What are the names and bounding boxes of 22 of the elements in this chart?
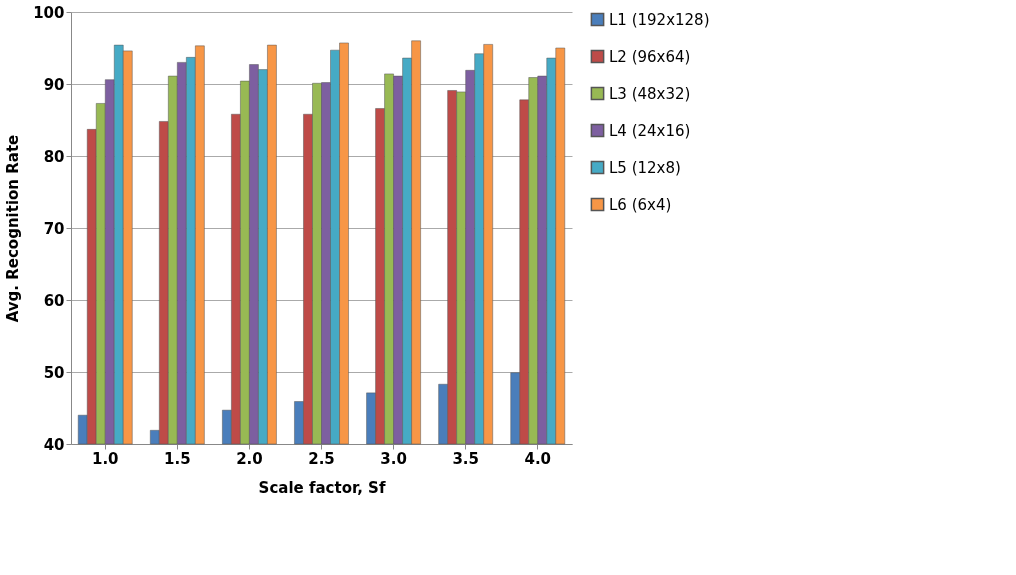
- y-tick-label: 50: [43, 363, 65, 382]
- y-tick-label: 90: [43, 75, 65, 94]
- legend-label: L3 (48x32): [609, 84, 691, 103]
- x-tick-label: 1.0: [91, 449, 119, 468]
- legend-label: L5 (12x8): [609, 158, 681, 177]
- x-tick-label: 3.5: [452, 449, 479, 468]
- legend-label: L6 (6x4): [609, 195, 672, 214]
- x-tick-label: 2.0: [236, 449, 263, 468]
- y-tick-label: 40: [43, 435, 65, 454]
- x-tick-label: 1.5: [164, 449, 191, 468]
- legend-label: L1 (192x128): [609, 10, 710, 29]
- legend-label: L2 (96x64): [609, 47, 691, 66]
- y-tick-label: 80: [43, 147, 65, 166]
- y-tick-label: 100: [33, 3, 65, 22]
- y-axis-title: Avg. Recognition Rate: [4, 134, 23, 323]
- y-tick-label: 60: [43, 291, 65, 310]
- x-tick-label: 2.5: [308, 449, 335, 468]
- x-tick-label: 3.0: [380, 449, 407, 468]
- x-axis-title: Scale factor, Sf: [258, 478, 386, 497]
- x-tick-label: 4.0: [524, 449, 552, 468]
- legend-label: L4 (24x16): [609, 121, 691, 140]
- y-tick-label: 70: [43, 219, 65, 238]
